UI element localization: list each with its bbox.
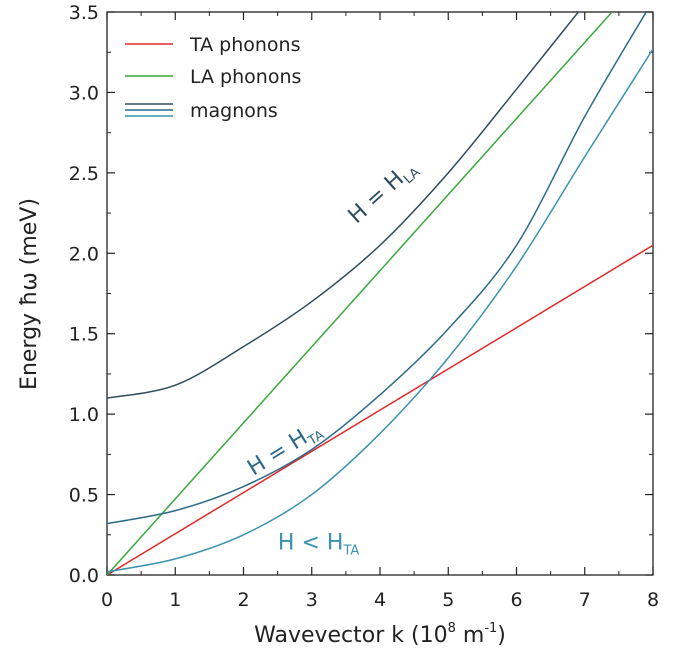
x-tick-label: 3 xyxy=(306,589,318,611)
plot-frame xyxy=(106,11,654,576)
series-group xyxy=(107,12,653,575)
x-tick-label: 6 xyxy=(510,589,522,611)
x-tick-label: 8 xyxy=(647,589,659,611)
x-tick-label: 1 xyxy=(169,589,181,611)
curve-annotation: H < HTA xyxy=(278,530,359,558)
legend-label: LA phonons xyxy=(190,66,301,88)
y-tick-label: 3.5 xyxy=(69,2,99,24)
x-tick-label: 0 xyxy=(101,589,113,611)
x-tick-label: 4 xyxy=(374,589,386,611)
magnon-curve-below-ta xyxy=(107,48,653,573)
y-tick-label: 2.5 xyxy=(69,163,99,185)
y-tick-label: 0.5 xyxy=(69,485,99,507)
legend-label: magnons xyxy=(190,100,278,122)
la-phonon-line xyxy=(107,12,613,575)
x-axis-title: Wavevector k (108 m-1) xyxy=(254,621,506,648)
magnon-curve-ta xyxy=(107,12,647,525)
y-tick-label: 1.0 xyxy=(69,404,99,426)
y-tick-label: 0.0 xyxy=(69,565,99,587)
y-tick-label: 1.5 xyxy=(69,324,99,346)
y-tick-label: 2.0 xyxy=(69,243,99,265)
ta-phonon-line xyxy=(107,244,653,575)
legend-label: TA phonons xyxy=(189,34,301,56)
legend: TA phonons LA phonons magnons xyxy=(125,34,301,122)
x-tick-label: 2 xyxy=(237,589,249,611)
x-axis: 0 1 2 3 4 5 6 7 8 xyxy=(101,12,659,611)
x-tick-label: 7 xyxy=(579,589,591,611)
magnon-curve-la xyxy=(107,12,580,399)
y-tick-label: 3.0 xyxy=(69,82,99,104)
y-axis: 0.0 0.5 1.0 1.5 2.0 2.5 3.0 3.5 xyxy=(69,2,653,587)
curve-annotation: H = HLA xyxy=(344,155,424,231)
y-axis-title: Energy ħω (meV) xyxy=(17,198,42,390)
x-tick-label: 5 xyxy=(442,589,454,611)
